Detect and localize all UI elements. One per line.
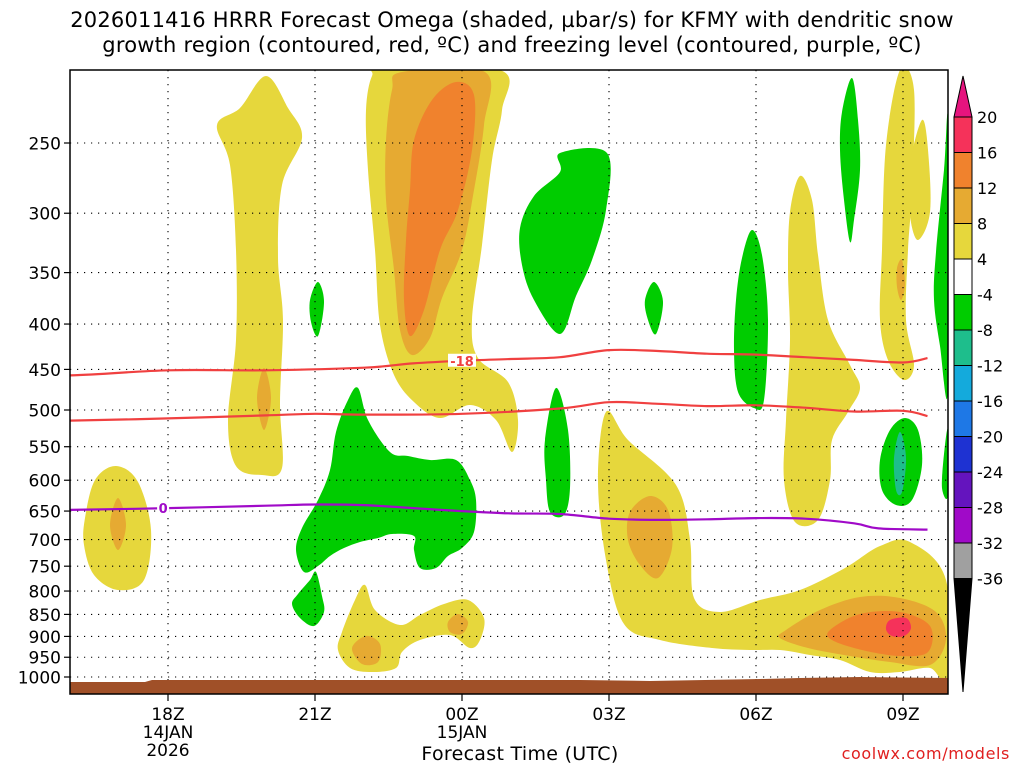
omega-red-feature: [885, 617, 912, 637]
colorbar-bin: [953, 223, 973, 260]
omega-yellow-feature: [908, 119, 931, 241]
y-tick-label: 750: [29, 558, 61, 578]
colorbar-tick-label: 12: [977, 179, 997, 198]
omega-teal-feature: [893, 432, 907, 496]
omega-yellow-feature: [879, 70, 915, 381]
omega-green-feature: [519, 147, 611, 335]
omega-orange-feature: [110, 498, 126, 550]
colorbar-over-triangle: [953, 75, 973, 118]
y-tick-label: 600: [29, 472, 61, 492]
omega-green-feature: [544, 387, 571, 518]
colorbar-tick-label: -36: [977, 570, 1003, 589]
ground-layer: [70, 677, 948, 694]
colorbar-tick-label: 20: [977, 108, 997, 127]
omega-orange-feature: [351, 635, 382, 666]
y-tick-label: 350: [29, 264, 61, 284]
x-tick-sublabel: 15JAN: [437, 723, 488, 743]
omega-orange-feature: [626, 495, 673, 579]
colorbar-tick-label: -8: [977, 321, 993, 340]
omega-green-feature: [941, 428, 948, 499]
colorbar-bin: [953, 507, 973, 544]
colorbar-bin: [953, 471, 973, 508]
colorbar-bin: [953, 187, 973, 224]
x-tick-label: 03Z: [592, 705, 625, 725]
colorbar-bin: [953, 436, 973, 473]
y-tick-label: 800: [29, 583, 61, 603]
y-tick-label: 300: [29, 205, 61, 225]
x-tick-label: 09Z: [886, 705, 919, 725]
omega-green-feature: [644, 281, 664, 335]
x-tick-sublabel: 14JAN: [143, 723, 194, 743]
omega-orange-feature: [896, 259, 906, 301]
chart-title-line-1: 2026011416 HRRR Forecast Omega (shaded, …: [70, 8, 954, 32]
contour-label: -18: [450, 355, 474, 370]
isotherm-layer: -18 0: [70, 348, 928, 531]
contour-line: [70, 503, 928, 531]
plot-frame: [69, 69, 949, 695]
contour-line: [70, 348, 928, 377]
x-axis-title: Forecast Time (UTC): [421, 743, 619, 765]
contour-label-bg: [157, 501, 170, 515]
colorbar-tick-label: 4: [977, 250, 987, 269]
colorbar-bin: [953, 365, 973, 402]
colorbar-tick-label: 8: [977, 215, 987, 234]
omega-green-feature: [933, 113, 948, 399]
colorbar-tick-label: -28: [977, 499, 1003, 518]
x-tick-label: 00Z: [445, 705, 478, 725]
colorbar-bin: [953, 400, 973, 437]
colorbar-tick-label: -12: [977, 357, 1003, 376]
omega-yellow-feature: [783, 175, 861, 527]
colorbar-tick-label: 16: [977, 144, 997, 163]
y-tick-label: 950: [29, 649, 61, 669]
omega-green-feature: [291, 571, 325, 627]
omega-shading-layer: [83, 70, 948, 685]
omega-yellow-feature: [216, 76, 303, 477]
colorbar: 20 16 12 8 4 -4 -8 -12 -16 -20 -24 -28 -32 -36: [953, 75, 1003, 693]
y-tick-label: 500: [29, 402, 61, 422]
colorbar-bin: [953, 258, 973, 295]
x-tick-label: 18Z: [151, 705, 184, 725]
colorbar-tick-label: -4: [977, 286, 993, 305]
contour-label-bg: [448, 353, 476, 367]
x-tick-sublabel: 2026: [146, 741, 189, 761]
colorbar-tick-label: -20: [977, 428, 1003, 447]
y-tick-label: 250: [29, 135, 61, 155]
omega-orange-feature: [403, 81, 476, 337]
ground-terrain: [70, 677, 948, 694]
y-tick-label: 900: [29, 628, 61, 648]
colorbar-bin: [953, 329, 973, 366]
y-tick-label: 700: [29, 531, 61, 551]
contour-label: 0: [159, 502, 168, 517]
y-axis: 2503003504004505005506006507007508008509…: [18, 135, 70, 689]
y-tick-label: 450: [29, 361, 61, 381]
contour-line: [70, 400, 928, 422]
y-tick-label: 400: [29, 316, 61, 336]
colorbar-bin: [953, 116, 973, 153]
colorbar-tick-label: -16: [977, 392, 1003, 411]
chart-title-line-2: growth region (contoured, red, ºC) and f…: [102, 33, 922, 57]
y-tick-label: 850: [29, 606, 61, 626]
omega-green-feature: [839, 77, 861, 243]
colorbar-bin: [953, 152, 973, 189]
credit-text: coolwx.com/models: [841, 744, 1010, 763]
colorbar-bin: [953, 294, 973, 331]
omega-green-feature: [733, 229, 769, 411]
colorbar-tick-label: -32: [977, 534, 1003, 553]
x-tick-label: 06Z: [739, 705, 772, 725]
y-tick-label: 1000: [18, 669, 61, 689]
colorbar-bin: [953, 542, 973, 579]
y-tick-label: 550: [29, 438, 61, 458]
colorbar-under-triangle: [953, 578, 973, 693]
omega-orange-feature: [447, 614, 469, 635]
x-tick-label: 21Z: [298, 705, 331, 725]
omega-green-feature: [309, 281, 324, 337]
colorbar-tick-label: -24: [977, 463, 1003, 482]
y-tick-label: 650: [29, 503, 61, 523]
